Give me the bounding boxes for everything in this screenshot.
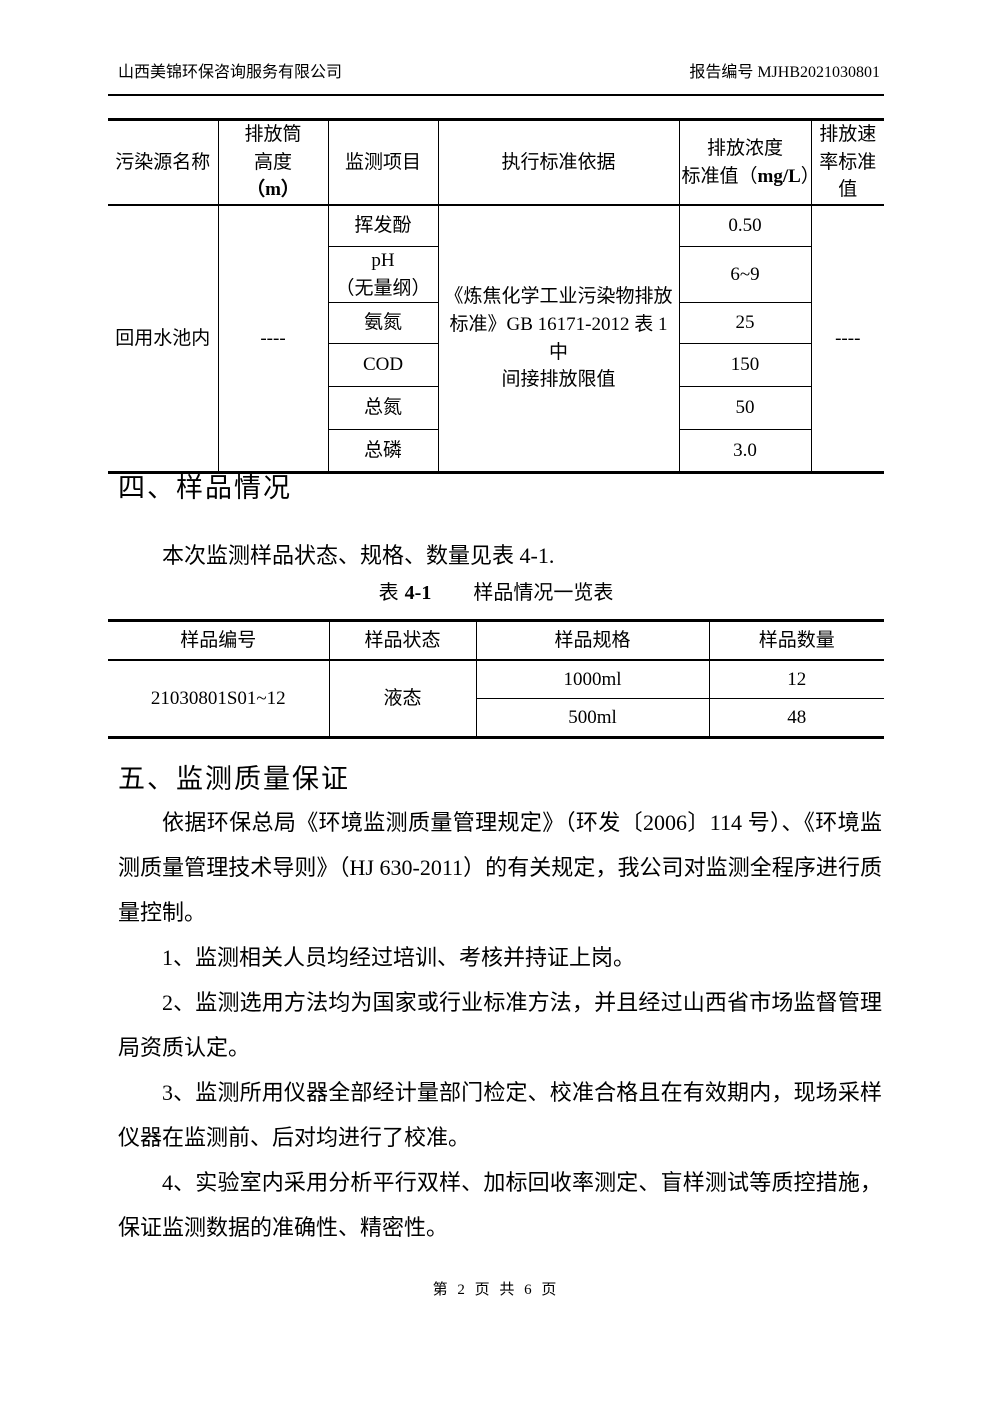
report-number: 报告编号 MJHB2021030801	[689, 64, 880, 81]
page-footer: 第 2 页 共 6 页	[432, 1282, 560, 1298]
section5-body: 依据环保总局《环境监测质量管理规定》（环发〔2006〕114 号）、《环境监测质…	[118, 800, 882, 1250]
standard-basis-cell: 《炼焦化学工业污染物排放 标准》GB 16171-2012 表 1 中 间接排放…	[437, 204, 680, 474]
source-name-cell: 回用水池内	[107, 204, 219, 474]
paragraph-item-4: 4、实验室内采用分析平行双样、加标回收率测定、盲样测试等质控措施，保证监测数据的…	[118, 1170, 882, 1240]
caption-number: 4-1	[404, 582, 432, 604]
col-header-item: 监测项目	[327, 119, 439, 206]
paragraph-item-1: 1、监测相关人员均经过培训、考核并持证上岗。	[162, 945, 636, 970]
value-cell-tp: 3.0	[678, 429, 812, 474]
value-cell-ph: 6~9	[678, 245, 812, 304]
col-header-sample-spec: 样品规格	[475, 620, 710, 661]
col-header-concentration: 排放浓度 标准值（mg/L）	[678, 119, 812, 206]
value-cell-cod: 150	[678, 343, 812, 388]
company-name: 山西美锦环保咨询服务有限公司	[118, 64, 343, 81]
sample-spec-cell: 500ml	[475, 698, 710, 738]
sample-spec-cell: 1000ml	[475, 659, 710, 699]
caption-title: 样品情况一览表	[473, 582, 614, 604]
standards-table: 污染源名称 排放筒 高度 （m） 监测项目 执行标准依据 排放浓度 标准值（mg…	[107, 118, 885, 475]
rate-value-cell: ----	[810, 204, 885, 474]
sample-id-cell: 21030801S01~12	[107, 659, 330, 738]
value-cell-nh3n: 25	[678, 302, 812, 345]
item-cell-nh3n: 氨氮	[327, 302, 439, 345]
col-header-source: 污染源名称	[107, 119, 219, 206]
col-header-rate: 排放速率标准值	[810, 119, 885, 206]
value-cell-voc: 0.50	[678, 204, 812, 247]
paragraph-item-2: 2、监测选用方法均为国家或行业标准方法，并且经过山西省市场监督管理局资质认定。	[118, 990, 882, 1060]
stack-height-cell: ----	[217, 204, 329, 474]
col-header-sample-id: 样品编号	[107, 620, 330, 661]
item-cell-cod: COD	[327, 343, 439, 388]
col-header-basis: 执行标准依据	[437, 119, 680, 206]
table4-1-caption: 表 4-1 样品情况一览表	[108, 576, 884, 605]
value-cell-tn: 50	[678, 386, 812, 431]
caption-label: 表	[378, 582, 399, 604]
item-cell-voc: 挥发酚	[327, 204, 439, 247]
header-rule	[108, 94, 884, 96]
section5-heading: 五、监测质量保证	[118, 764, 350, 794]
item-cell-tn: 总氮	[327, 386, 439, 431]
col-header-stack-height: 排放筒 高度 （m）	[217, 119, 329, 206]
col-header-sample-count: 样品数量	[708, 620, 885, 661]
sample-state-cell: 液态	[328, 659, 477, 738]
page-header: 山西美锦环保咨询服务有限公司 报告编号 MJHB2021030801	[118, 62, 880, 84]
samples-table: 样品编号 样品状态 样品规格 样品数量 21030801S01~12 液态 10…	[107, 619, 885, 739]
paragraph-item-3: 3、监测所用仪器全部经计量部门检定、校准合格且在有效期内，现场采样仪器在监测前、…	[118, 1080, 882, 1150]
paragraph-basis: 依据环保总局《环境监测质量管理规定》（环发〔2006〕114 号）、《环境监测质…	[118, 810, 882, 925]
section4-intro: 本次监测样品状态、规格、数量见表 4-1.	[162, 543, 555, 568]
item-cell-tp: 总磷	[327, 429, 439, 474]
item-cell-ph: pH （无量纲）	[327, 245, 439, 304]
col-header-sample-state: 样品状态	[328, 620, 477, 661]
section4-heading: 四、样品情况	[118, 473, 292, 503]
sample-count-cell: 48	[708, 698, 885, 738]
sample-count-cell: 12	[708, 659, 885, 699]
